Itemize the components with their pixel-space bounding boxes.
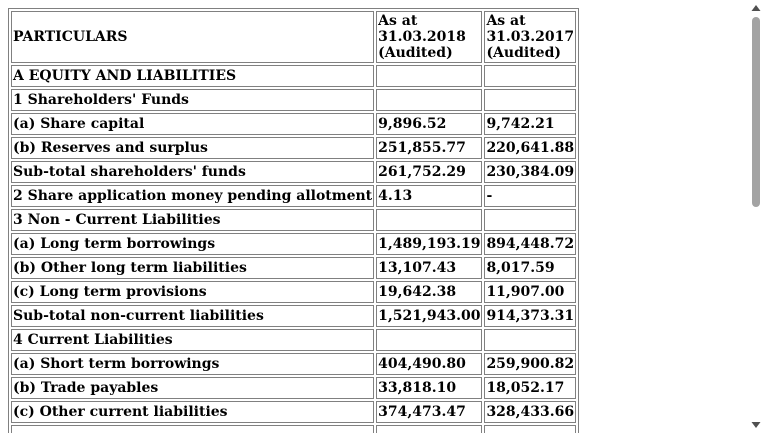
row-value-2017: 230,384.09 bbox=[484, 161, 577, 183]
row-label: 3 Non - Current Liabilities bbox=[11, 209, 375, 231]
row-value-2017 bbox=[484, 89, 577, 111]
row-label: A EQUITY AND LIABILITIES bbox=[11, 65, 375, 87]
scrollbar-thumb[interactable] bbox=[752, 17, 760, 207]
header-2018-line-1: As at bbox=[378, 13, 418, 29]
row-value-2018 bbox=[376, 329, 483, 351]
header-particulars: PARTICULARS bbox=[11, 11, 375, 63]
row-label: Sub-total non-current liabilities bbox=[11, 305, 375, 327]
row-value-2017 bbox=[484, 329, 577, 351]
table-row: Sub-total non-current liabilities 1,521,9… bbox=[11, 305, 577, 327]
arrow-down-icon bbox=[751, 422, 761, 428]
row-value-2017: 11,907.00 bbox=[484, 281, 577, 303]
table-row: Sub-total shareholders' funds 261,752.29 2… bbox=[11, 161, 577, 183]
row-label: 2 Share application money pending allotm… bbox=[11, 185, 375, 207]
row-value-2017: 9,742.21 bbox=[484, 113, 577, 135]
table-row: (b) Reserves and surplus 251,855.77 220,64… bbox=[11, 137, 577, 159]
row-label bbox=[11, 425, 375, 433]
row-value-2018: 404,490.80 bbox=[376, 353, 483, 375]
row-label: (b) Trade payables bbox=[11, 377, 375, 399]
row-value-2017: 328,433.66 bbox=[484, 401, 577, 423]
table-row: (b) Trade payables 33,818.10 18,052.17 bbox=[11, 377, 577, 399]
row-value-2017: 259,900.82 bbox=[484, 353, 577, 375]
row-value-2018: 13,107.43 bbox=[376, 257, 483, 279]
table-row: (a) Long term borrowings 1,489,193.19 894,… bbox=[11, 233, 577, 255]
row-label: Sub-total shareholders' funds bbox=[11, 161, 375, 183]
row-value-2018: 251,855.77 bbox=[376, 137, 483, 159]
row-value-2018 bbox=[376, 89, 483, 111]
row-label: (b) Other long term liabilities bbox=[11, 257, 375, 279]
row-value-2017 bbox=[484, 65, 577, 87]
scroll-up-button[interactable] bbox=[748, 0, 764, 16]
financial-results-table: PARTICULARS As at 31.03.2018 (Audited) As … bbox=[8, 8, 580, 433]
header-2017-line-3: (Audited) bbox=[486, 45, 561, 61]
vertical-scrollbar[interactable] bbox=[748, 0, 764, 433]
row-value-2017: 18,052.17 bbox=[484, 377, 577, 399]
row-value-2018: 4.13 bbox=[376, 185, 483, 207]
table-header-row: PARTICULARS As at 31.03.2018 (Audited) As … bbox=[11, 11, 577, 63]
row-label: (a) Short term borrowings bbox=[11, 353, 375, 375]
row-value-2017: - bbox=[484, 185, 577, 207]
row-value-2017: 914,373.31 bbox=[484, 305, 577, 327]
row-value-2018 bbox=[376, 209, 483, 231]
header-2017-line-1: As at bbox=[486, 13, 526, 29]
row-label: (b) Reserves and surplus bbox=[11, 137, 375, 159]
header-2018-line-2: 31.03.2018 bbox=[378, 29, 466, 45]
row-value-2018: 374,473.47 bbox=[376, 401, 483, 423]
row-value-2017: 894,448.72 bbox=[484, 233, 577, 255]
table-row: A EQUITY AND LIABILITIES bbox=[11, 65, 577, 87]
row-label: 4 Current Liabilities bbox=[11, 329, 375, 351]
row-value-2018: 1,489,193.19 bbox=[376, 233, 483, 255]
table-row: (a) Short term borrowings 404,490.80 259,9… bbox=[11, 353, 577, 375]
table-row: (a) Share capital 9,896.52 9,742.21 bbox=[11, 113, 577, 135]
table-row: (b) Other long term liabilities 13,107.43… bbox=[11, 257, 577, 279]
scroll-down-button[interactable] bbox=[748, 417, 764, 433]
table-row: 2 Share application money pending allotm… bbox=[11, 185, 577, 207]
row-value-2017: 220,641.88 bbox=[484, 137, 577, 159]
table-row: (c) Other current liabilities 374,473.47 3… bbox=[11, 401, 577, 423]
table-row: 4 Current Liabilities bbox=[11, 329, 577, 351]
header-as-at-2017: As at 31.03.2017 (Audited) bbox=[484, 11, 577, 63]
row-value-2017: 8,017.59 bbox=[484, 257, 577, 279]
row-value-2018: 9,896.52 bbox=[376, 113, 483, 135]
page-viewport: PARTICULARS As at 31.03.2018 (Audited) As … bbox=[8, 8, 580, 433]
table-row: (c) Long term provisions 19,642.38 11,907.… bbox=[11, 281, 577, 303]
row-label: (c) Other current liabilities bbox=[11, 401, 375, 423]
row-value-2017 bbox=[484, 425, 577, 433]
row-label: (a) Long term borrowings bbox=[11, 233, 375, 255]
row-value-2018: 1,521,943.00 bbox=[376, 305, 483, 327]
header-as-at-2018: As at 31.03.2018 (Audited) bbox=[376, 11, 483, 63]
arrow-up-icon bbox=[751, 5, 761, 11]
row-value-2018: 19,642.38 bbox=[376, 281, 483, 303]
row-value-2018: 33,818.10 bbox=[376, 377, 483, 399]
table-row: 3 Non - Current Liabilities bbox=[11, 209, 577, 231]
table-row bbox=[11, 425, 577, 433]
row-value-2017 bbox=[484, 209, 577, 231]
row-label: (c) Long term provisions bbox=[11, 281, 375, 303]
row-label: (a) Share capital bbox=[11, 113, 375, 135]
row-label: 1 Shareholders' Funds bbox=[11, 89, 375, 111]
table-row: 1 Shareholders' Funds bbox=[11, 89, 577, 111]
row-value-2018 bbox=[376, 425, 483, 433]
header-2017-line-2: 31.03.2017 bbox=[486, 29, 575, 45]
row-value-2018 bbox=[376, 65, 483, 87]
row-value-2018: 261,752.29 bbox=[376, 161, 483, 183]
header-2018-line-3: (Audited) bbox=[378, 45, 453, 61]
